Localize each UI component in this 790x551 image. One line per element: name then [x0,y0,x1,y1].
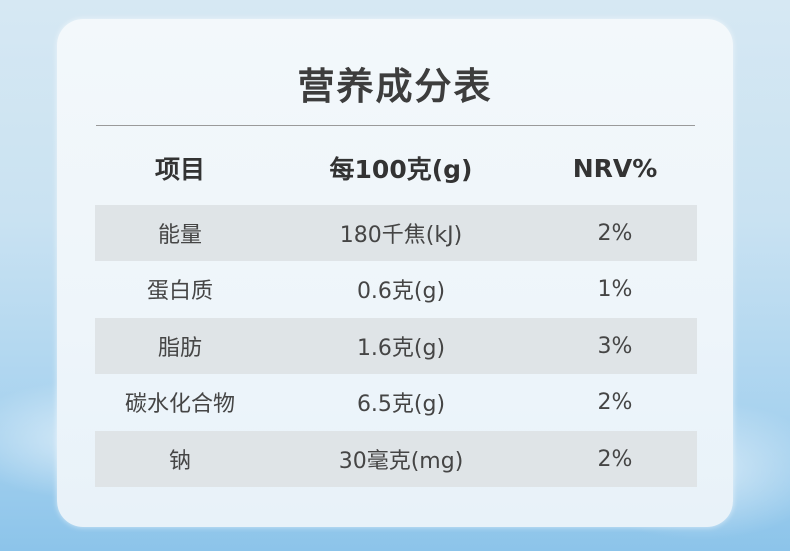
nutrient-amount: 0.6克(g) [356,279,446,304]
nutrition-card: 营养成分表 项目 每100克(g) NRV% 能量 180千焦(kJ) 2% 蛋… [57,19,733,527]
table-row: 钠 30毫克(mg) 2% [95,431,697,487]
nutrient-name: 蛋白质 [146,279,213,304]
nutrient-nrv: 1% [597,276,633,302]
header-nrv: NRV% [572,153,658,183]
table-row: 碳水化合物 6.5克(g) 2% [95,374,697,430]
table-row: 脂肪 1.6克(g) 3% [95,318,697,374]
nutrient-nrv: 2% [597,220,633,246]
divider [96,125,695,126]
table-row: 蛋白质 0.6克(g) 1% [95,261,697,317]
header-item: 项目 [154,155,205,184]
nutrient-amount: 30毫克(mg) [338,449,464,474]
nutrient-amount: 1.6克(g) [356,336,446,361]
nutrient-nrv: 2% [597,446,633,472]
nutrient-nrv: 2% [597,389,633,415]
table-header: 项目 每100克(g) NRV% [95,140,697,196]
table-row: 能量 180千焦(kJ) 2% [95,205,697,261]
nutrient-nrv: 3% [597,333,633,359]
nutrient-amount: 180千焦(kJ) [339,223,463,248]
nutrient-name: 脂肪 [157,336,202,361]
header-per100g: 每100克(g) [329,155,473,184]
nutrient-amount: 6.5克(g) [356,392,446,417]
nutrient-name: 碳水化合物 [124,392,235,417]
nutrient-name: 能量 [157,223,202,248]
page-title: 营养成分表 [297,65,493,108]
nutrient-name: 钠 [168,449,191,474]
